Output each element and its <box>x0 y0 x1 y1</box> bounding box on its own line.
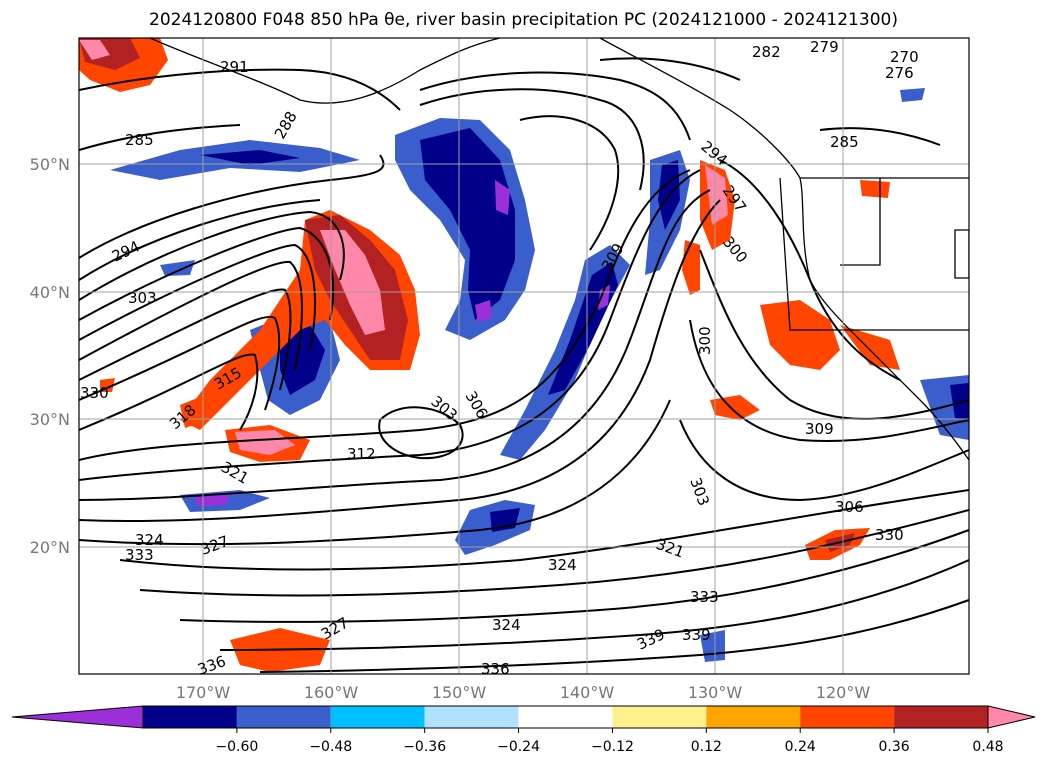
contour-label: 324 <box>548 556 577 574</box>
lon-label: 170°W <box>176 683 231 702</box>
contour-label: 285 <box>830 133 859 151</box>
colorbar-label: 0.36 <box>879 739 910 755</box>
shaded-field <box>79 38 969 672</box>
contour-label: 309 <box>805 420 834 438</box>
contour-label: 291 <box>220 58 249 76</box>
contour-label: 312 <box>347 445 376 463</box>
lat-label: 40°N <box>30 283 70 302</box>
lon-labels: 170°W 160°W 150°W 140°W 130°W 120°W <box>176 683 871 702</box>
colorbar-extend-low <box>11 705 144 729</box>
colorbar-label: 0.12 <box>691 739 722 755</box>
lat-label: 30°N <box>30 410 70 429</box>
colorbar-segment <box>894 706 988 728</box>
lat-label: 50°N <box>30 155 70 174</box>
colorbar-frame <box>142 705 989 729</box>
colorbar-segment <box>424 706 519 728</box>
contour-label: 330 <box>80 384 109 402</box>
contour-label: 279 <box>810 38 839 56</box>
map-panel: 291 288 285 285 282 279 276 270 294 294 … <box>78 37 970 678</box>
contour-label: 336 <box>481 660 510 678</box>
map-title: 2024120800 F048 850 hPa θe, river basin … <box>149 10 898 30</box>
lat-label: 20°N <box>30 538 70 557</box>
colorbar-label: −0.12 <box>591 739 634 755</box>
colorbar-segment <box>518 706 613 728</box>
colorbar-segment <box>143 706 237 728</box>
contour-label: 276 <box>885 64 914 82</box>
colorbar-segment <box>236 706 331 728</box>
lon-label: 150°W <box>432 683 487 702</box>
colorbar-segment <box>330 706 425 728</box>
contour-label: 285 <box>125 131 154 149</box>
lon-label: 140°W <box>560 683 615 702</box>
contour-labels: 291 288 285 285 282 279 276 270 294 294 … <box>80 38 919 678</box>
contour-label: 324 <box>135 531 164 549</box>
colorbar-label: −0.36 <box>403 739 446 755</box>
contour-label: 333 <box>690 588 719 606</box>
lon-label: 130°W <box>688 683 743 702</box>
contour-label: 339 <box>682 626 711 644</box>
graticule <box>79 38 969 674</box>
contour-label: 300 <box>696 326 714 355</box>
lon-label: 160°W <box>304 683 359 702</box>
contour-label: 303 <box>128 289 157 307</box>
colorbar-label: 0.48 <box>972 739 1003 755</box>
colorbar-label: −0.60 <box>215 739 258 755</box>
coastline <box>149 38 969 461</box>
colorbar-label: −0.48 <box>309 739 352 755</box>
colorbar-extend-high <box>987 705 1036 729</box>
map-frame <box>78 37 970 675</box>
contour-label: 306 <box>835 498 864 516</box>
contour-label: 330 <box>875 526 904 544</box>
colorbar-segment <box>612 706 707 728</box>
colorbar: −0.60 −0.48 −0.36 −0.24 −0.12 0.12 0.24 0.36 0.4… <box>11 705 1036 755</box>
contour-label: 333 <box>125 546 154 564</box>
lon-label: 120°W <box>816 683 871 702</box>
contour-label: 324 <box>492 616 521 634</box>
colorbar-label: −0.24 <box>497 739 540 755</box>
colorbar-segment <box>800 706 895 728</box>
contour-label: 270 <box>890 48 919 66</box>
colorbar-segment <box>706 706 801 728</box>
colorbar-label: 0.24 <box>785 739 816 755</box>
lat-labels: 50°N 40°N 30°N 20°N <box>30 155 70 557</box>
contour-label: 282 <box>752 43 781 61</box>
